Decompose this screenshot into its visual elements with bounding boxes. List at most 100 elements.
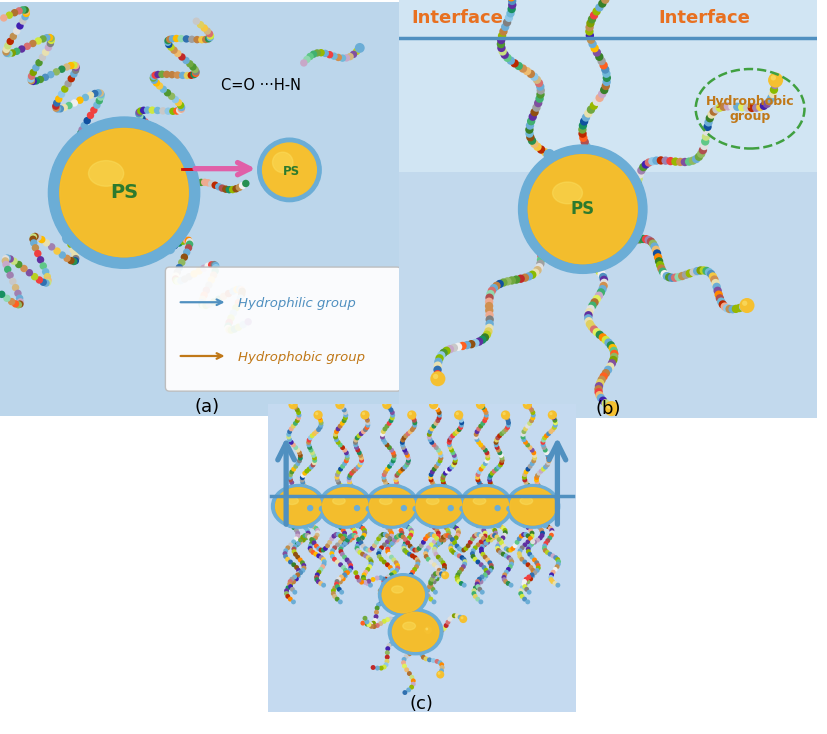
Circle shape [347, 473, 352, 478]
Circle shape [204, 263, 212, 270]
Circle shape [202, 36, 209, 43]
Circle shape [579, 121, 587, 130]
Circle shape [543, 543, 547, 548]
Circle shape [525, 467, 530, 472]
Ellipse shape [379, 574, 428, 616]
Circle shape [552, 581, 557, 586]
Circle shape [489, 483, 494, 487]
Circle shape [419, 588, 424, 592]
Circle shape [150, 74, 157, 81]
Ellipse shape [389, 609, 443, 655]
Circle shape [416, 586, 421, 592]
Circle shape [2, 257, 9, 265]
Text: Hydrophobic
group: Hydrophobic group [705, 95, 795, 123]
Circle shape [494, 443, 499, 447]
Circle shape [438, 557, 443, 562]
Circle shape [461, 557, 466, 562]
Circle shape [523, 440, 528, 445]
Circle shape [347, 478, 351, 482]
Circle shape [294, 537, 299, 542]
Circle shape [434, 464, 439, 469]
Circle shape [433, 575, 437, 579]
Circle shape [525, 443, 530, 448]
Circle shape [381, 581, 386, 586]
Circle shape [437, 410, 442, 415]
Circle shape [313, 49, 321, 57]
Circle shape [362, 412, 366, 415]
Circle shape [165, 244, 173, 252]
Circle shape [479, 467, 484, 472]
Circle shape [307, 437, 312, 443]
Circle shape [414, 629, 418, 634]
Circle shape [449, 523, 454, 527]
Circle shape [433, 405, 438, 410]
Circle shape [410, 570, 415, 575]
Circle shape [337, 480, 341, 485]
Circle shape [552, 425, 557, 430]
Circle shape [394, 480, 399, 485]
Circle shape [229, 288, 237, 295]
Circle shape [321, 548, 326, 553]
Circle shape [433, 544, 438, 549]
Circle shape [174, 277, 182, 285]
Circle shape [598, 90, 606, 98]
Circle shape [506, 421, 511, 425]
Circle shape [334, 521, 341, 528]
Circle shape [506, 423, 511, 428]
Circle shape [476, 532, 481, 537]
Text: Hydrophilic group: Hydrophilic group [238, 297, 356, 310]
Circle shape [458, 425, 463, 430]
Circle shape [585, 311, 593, 319]
Circle shape [523, 559, 528, 564]
Circle shape [170, 46, 178, 54]
Circle shape [332, 545, 337, 550]
Circle shape [331, 588, 336, 593]
Circle shape [342, 448, 347, 453]
Circle shape [517, 537, 522, 541]
Circle shape [700, 142, 709, 150]
Circle shape [459, 615, 467, 623]
Circle shape [402, 602, 407, 607]
Circle shape [483, 448, 488, 453]
Circle shape [409, 533, 414, 537]
Circle shape [411, 682, 416, 686]
Circle shape [10, 32, 17, 40]
Circle shape [409, 606, 414, 611]
Circle shape [298, 537, 303, 542]
Circle shape [752, 103, 761, 112]
Circle shape [461, 617, 463, 619]
Circle shape [536, 484, 543, 491]
Circle shape [489, 563, 494, 568]
Ellipse shape [459, 484, 513, 528]
Circle shape [493, 533, 498, 538]
Circle shape [637, 166, 646, 175]
Circle shape [724, 102, 732, 111]
Circle shape [441, 571, 449, 579]
Circle shape [503, 412, 506, 415]
Circle shape [517, 551, 522, 556]
Circle shape [349, 533, 354, 538]
Circle shape [455, 614, 460, 618]
Circle shape [495, 435, 500, 440]
Circle shape [353, 440, 358, 445]
Circle shape [402, 435, 407, 440]
Circle shape [439, 349, 447, 357]
Circle shape [536, 260, 544, 268]
Circle shape [39, 35, 46, 43]
Circle shape [550, 579, 555, 584]
Circle shape [32, 77, 40, 84]
Circle shape [306, 531, 311, 536]
Circle shape [370, 577, 375, 582]
Circle shape [318, 548, 323, 553]
Circle shape [313, 552, 318, 556]
Circle shape [474, 432, 479, 437]
Circle shape [301, 473, 306, 478]
Circle shape [36, 76, 44, 83]
Circle shape [178, 258, 185, 266]
Circle shape [93, 101, 101, 109]
Circle shape [504, 415, 509, 420]
Circle shape [474, 532, 479, 537]
Circle shape [87, 92, 94, 99]
Circle shape [389, 448, 394, 453]
Circle shape [427, 432, 432, 437]
